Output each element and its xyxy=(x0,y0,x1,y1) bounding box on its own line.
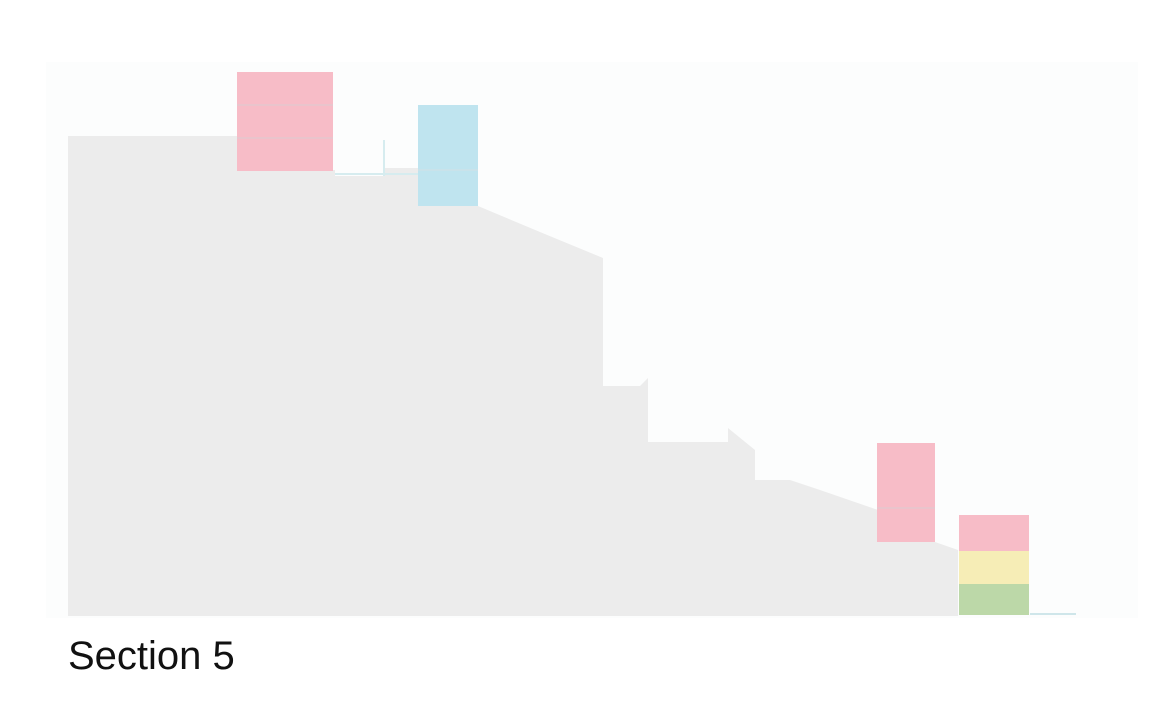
pink-block-1 xyxy=(237,72,333,171)
blue-block-1 xyxy=(418,105,478,206)
pink-block-2 xyxy=(877,443,935,542)
terrain-profile-shape xyxy=(68,136,958,616)
stack-block xyxy=(959,515,1029,615)
stack-segment-pink xyxy=(959,515,1029,551)
section-caption: Section 5 xyxy=(68,634,235,678)
stack-segment-green xyxy=(959,584,1029,615)
stack-segment-yellow xyxy=(959,551,1029,584)
